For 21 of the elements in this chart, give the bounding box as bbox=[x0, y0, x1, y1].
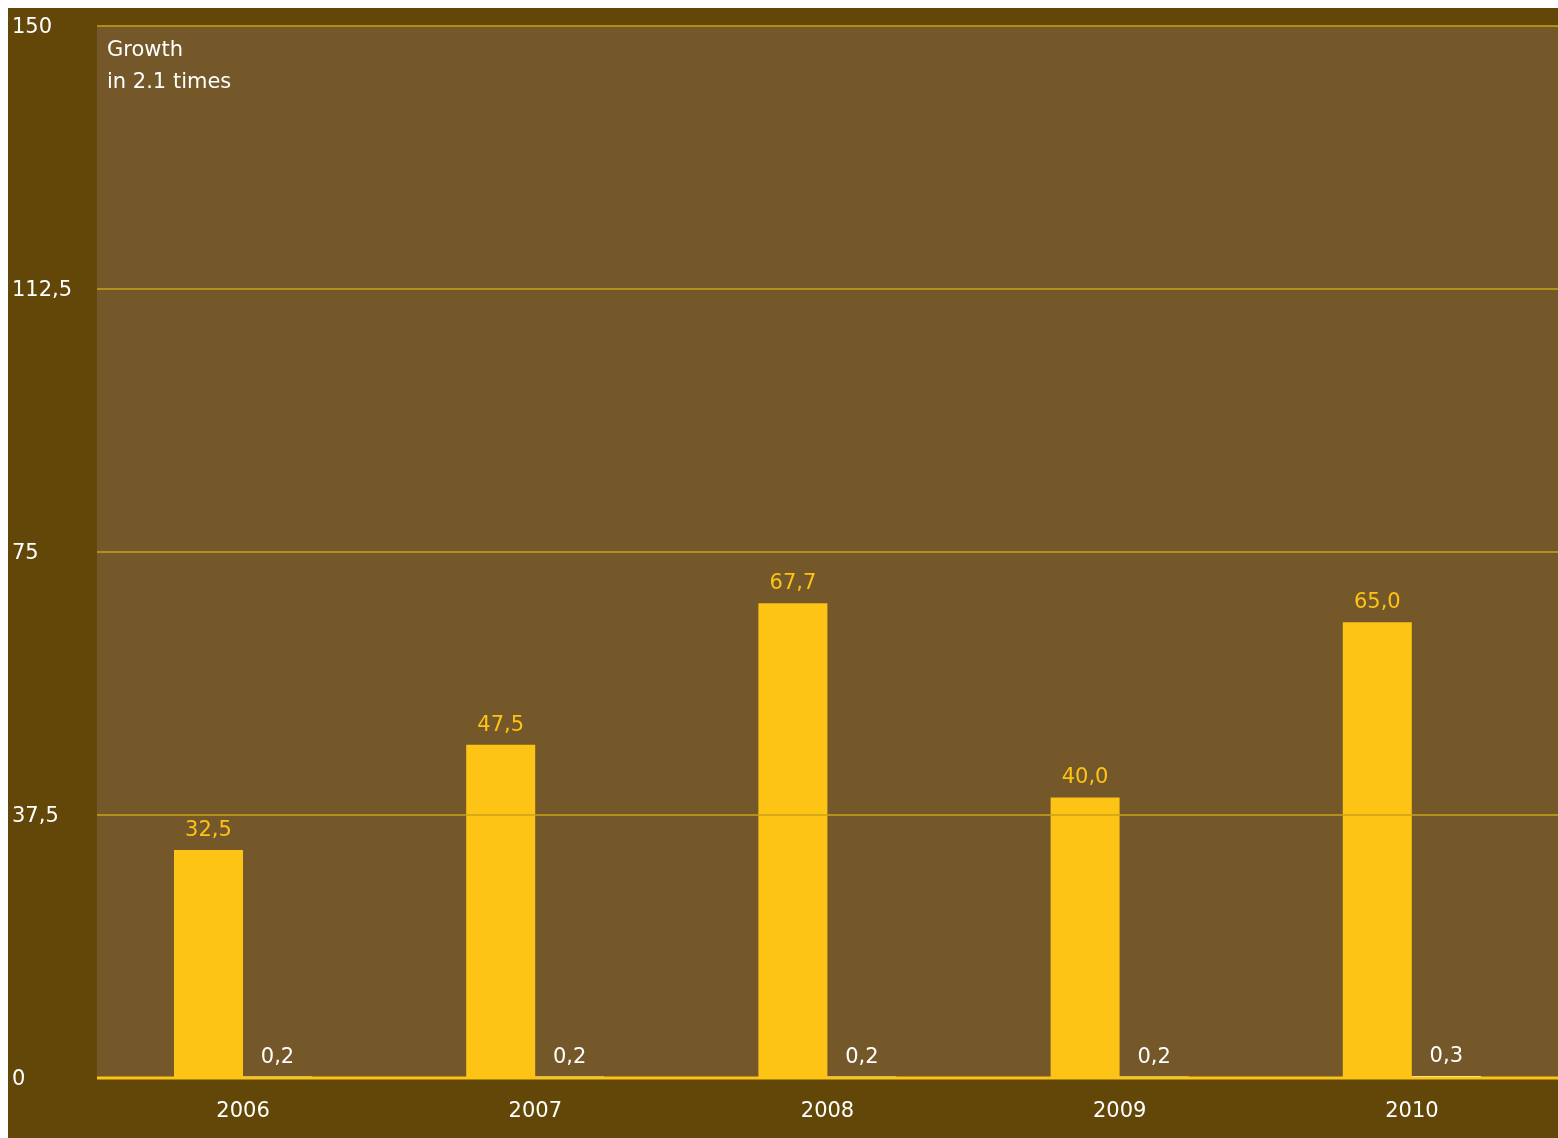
y-tick-label: 0 bbox=[12, 1066, 26, 1091]
y-tick-label: 150 bbox=[12, 14, 53, 39]
y-tick-label: 37,5 bbox=[12, 803, 59, 828]
data-label: 32,5 bbox=[185, 817, 232, 842]
x-tick-label: 2010 bbox=[1385, 1097, 1439, 1122]
x-tick-label: 2007 bbox=[508, 1097, 563, 1122]
data-label: 40,0 bbox=[1061, 764, 1109, 789]
data-label: 65,0 bbox=[1353, 589, 1401, 614]
x-tick-label: 2006 bbox=[216, 1097, 270, 1122]
data-label: 0,3 bbox=[1429, 1042, 1463, 1067]
data-label: 0,2 bbox=[845, 1043, 879, 1068]
x-tick-label: 2008 bbox=[800, 1097, 855, 1122]
band-label: Growth in 2.1 times bbox=[107, 37, 232, 93]
data-label: 0,2 bbox=[260, 1043, 295, 1068]
x-tick-label: 2009 bbox=[1092, 1097, 1147, 1122]
data-label: 47,5 bbox=[477, 711, 525, 736]
data-label: 0,2 bbox=[553, 1043, 587, 1068]
data-label: 0,2 bbox=[1137, 1043, 1171, 1068]
y-tick-label: 75 bbox=[12, 540, 39, 565]
y-tick-label: 112,5 bbox=[12, 277, 73, 302]
data-label: 67,7 bbox=[769, 570, 817, 595]
